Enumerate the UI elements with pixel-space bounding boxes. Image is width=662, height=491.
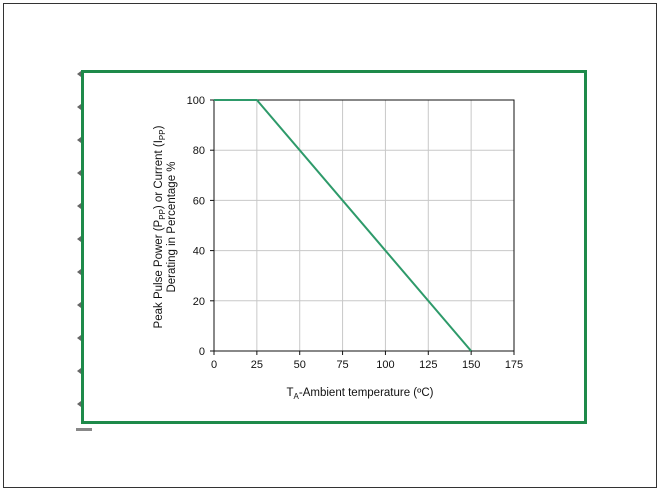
frame-marker [77, 71, 81, 77]
frame-markers [76, 71, 92, 431]
frame-marker [77, 104, 81, 110]
y-tick-label: 0 [199, 346, 205, 358]
x-tick-label: 75 [336, 359, 348, 371]
x-tick-label: 25 [251, 359, 263, 371]
y-tick-label: 40 [193, 246, 205, 258]
frame-marker [77, 401, 81, 407]
series-layer [214, 99, 472, 352]
frame-corner-marker [76, 428, 92, 431]
y-tick-label: 100 [187, 95, 205, 107]
outer-frame [3, 3, 657, 488]
frame-marker [77, 335, 81, 341]
x-tick-label: 175 [505, 359, 523, 371]
x-axis-ticks: 0 25 50 75 100 125 150 175 [211, 351, 523, 371]
y-axis-title-line1: Peak Pulse Power (PPP) or Current (IPP) [153, 125, 167, 328]
x-tick-label: 150 [462, 359, 480, 371]
frame-marker [77, 203, 81, 209]
x-axis-title: TA-Ambient temperature (ºC) [287, 387, 434, 401]
x-tick-label: 50 [294, 359, 306, 371]
x-tick-label: 100 [376, 359, 394, 371]
chart-frame [81, 70, 587, 424]
y-tick-label: 60 [193, 195, 205, 207]
frame-marker [77, 170, 81, 176]
frame-marker [77, 269, 81, 275]
series-line [214, 99, 472, 352]
y-axis-ticks: 0 20 40 60 80 100 [187, 95, 214, 358]
y-tick-label: 20 [193, 296, 205, 308]
x-tick-label: 125 [419, 359, 437, 371]
y-tick-label: 80 [193, 145, 205, 157]
x-tick-label: 0 [211, 359, 217, 371]
plot-area [213, 99, 515, 352]
frame-marker [77, 137, 81, 143]
frame-marker [77, 368, 81, 374]
frame-marker [77, 302, 81, 308]
frame-marker [77, 236, 81, 242]
y-axis-title-line2: Derating in Percentage % [166, 161, 178, 292]
